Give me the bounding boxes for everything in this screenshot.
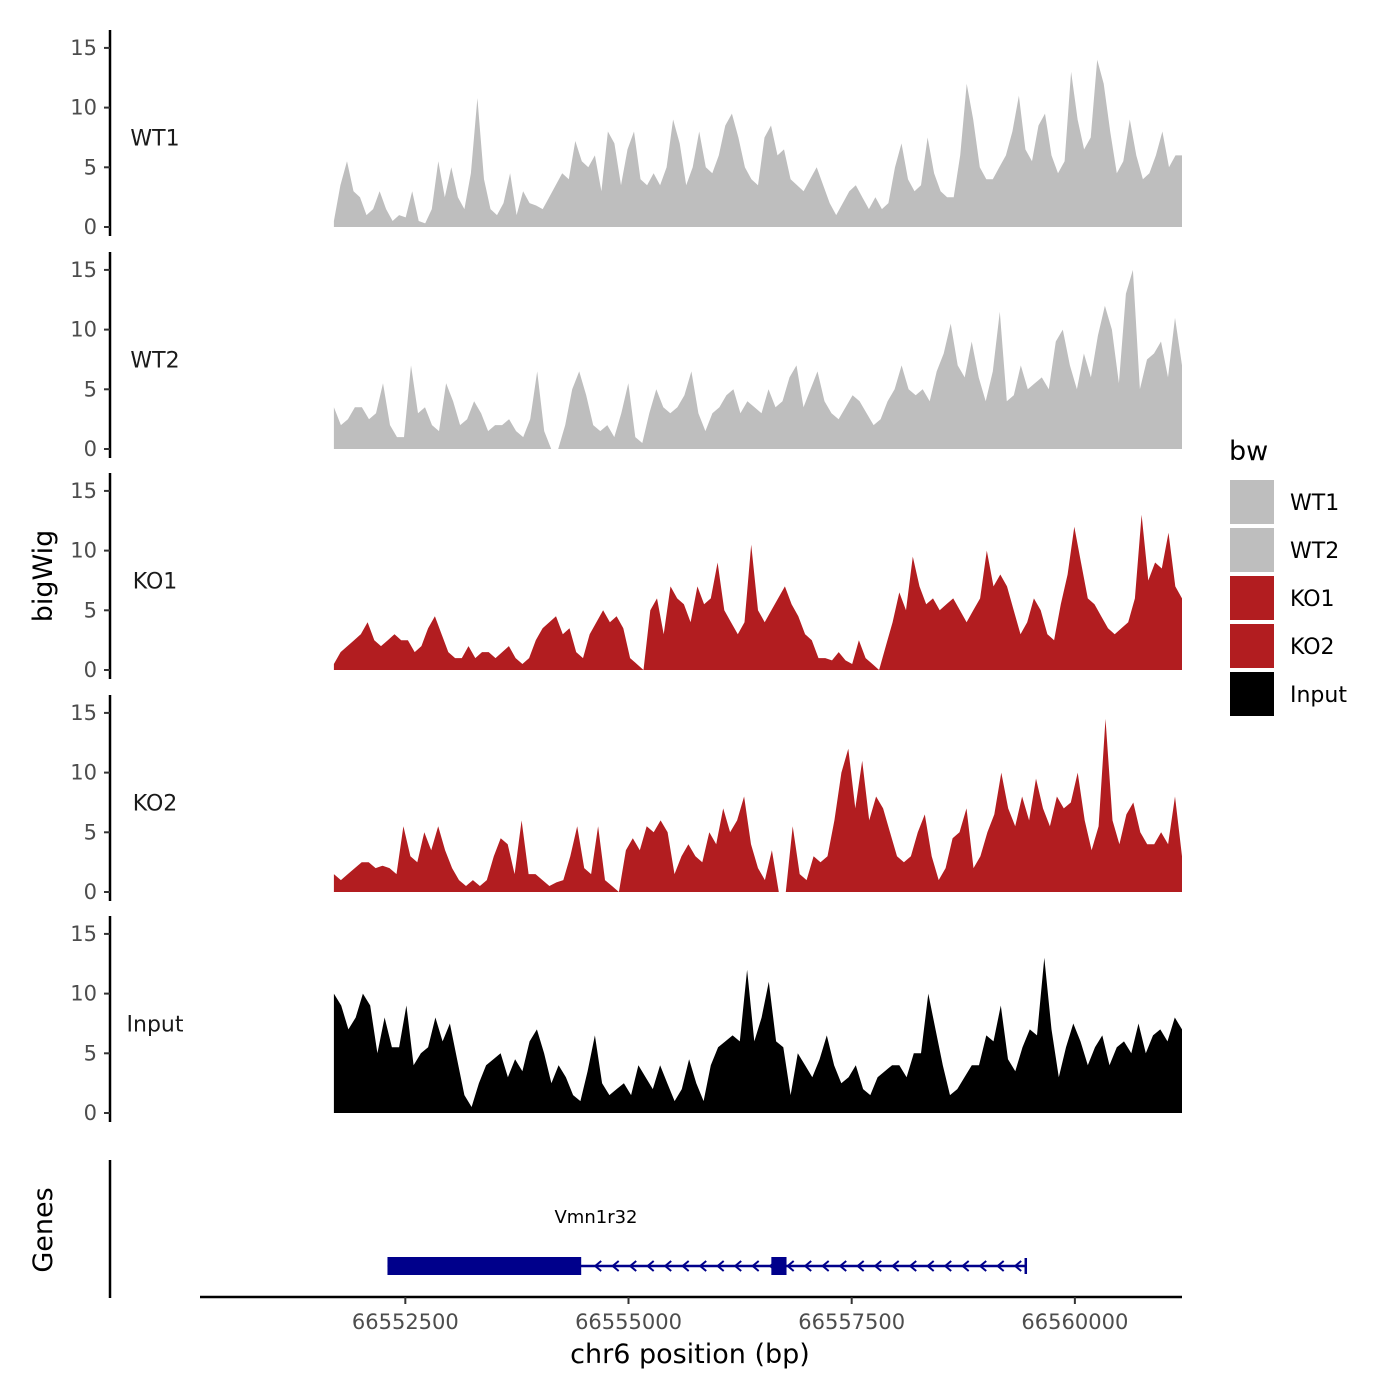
track-label: WT1 (130, 126, 179, 151)
genes-axis-title: Genes (28, 1187, 59, 1272)
y-tick-label: 5 (84, 377, 97, 401)
y-tick-label: 10 (70, 761, 97, 785)
y-tick-label: 0 (84, 880, 97, 904)
strand-arrow (733, 1260, 742, 1272)
x-tick-label: 66552500 (352, 1310, 459, 1334)
x-tick-label: 66557500 (798, 1310, 905, 1334)
track-label: Input (127, 1012, 184, 1037)
y-tick-label: 0 (84, 1101, 97, 1125)
strand-arrow (821, 1260, 830, 1272)
strand-arrow (786, 1260, 795, 1272)
strand-arrow (593, 1260, 602, 1272)
strand-arrow (926, 1260, 935, 1272)
strand-arrow (646, 1260, 655, 1272)
y-tick-label: 5 (84, 598, 97, 622)
y-tick-label: 10 (70, 318, 97, 342)
strand-arrow (803, 1260, 812, 1272)
x-axis-title: chr6 position (bp) (570, 1339, 810, 1370)
gene-name-label: Vmn1r32 (554, 1207, 637, 1228)
strand-arrow (873, 1260, 882, 1272)
strand-arrow (908, 1260, 917, 1272)
gene-exon (387, 1257, 582, 1275)
strand-arrow (611, 1260, 620, 1272)
strand-arrow (716, 1260, 725, 1272)
x-tick-label: 66560000 (1021, 1310, 1128, 1334)
y-tick-label: 10 (70, 539, 97, 563)
strand-arrow (978, 1260, 987, 1272)
track-wt1: 0 5 10 15 WT1 (70, 30, 1182, 239)
strand-arrow (891, 1260, 900, 1272)
legend-label-wt2: WT2 (1290, 539, 1339, 564)
strand-arrow (961, 1260, 970, 1272)
y-tick-label: 15 (70, 922, 97, 946)
legend-label-input: Input (1290, 683, 1347, 708)
track-input: 0 5 10 15 Input (70, 916, 1182, 1125)
y-tick-label: 0 (84, 437, 97, 461)
track-label: KO1 (133, 569, 178, 594)
x-tick-label: 66555000 (575, 1310, 682, 1334)
legend: WT1 WT2 KO1 KO2 Input (1230, 480, 1347, 716)
y-tick-label: 15 (70, 701, 97, 725)
y-tick-label: 10 (70, 982, 97, 1006)
strand-arrow (751, 1260, 760, 1272)
strand-arrow (996, 1260, 1005, 1272)
y-tick-label: 15 (70, 258, 97, 282)
strand-arrow (856, 1260, 865, 1272)
y-tick-label: 15 (70, 36, 97, 60)
track-label: WT2 (130, 348, 179, 373)
area-wt1 (333, 59, 1182, 227)
x-axis: 66552500 66555000 66557500 66560000 (200, 1295, 1182, 1334)
strand-arrow (838, 1260, 847, 1272)
legend-swatch-input (1230, 672, 1274, 716)
area-input (333, 957, 1182, 1113)
legend-label-ko1: KO1 (1290, 587, 1335, 612)
legend-swatch-ko1 (1230, 576, 1274, 620)
legend-label-wt1: WT1 (1290, 491, 1339, 516)
y-tick-label: 0 (84, 215, 97, 239)
area-wt2 (333, 269, 1182, 449)
y-tick-label: 10 (70, 96, 97, 120)
area-ko1 (333, 514, 1182, 670)
y-tick-label: 5 (84, 820, 97, 844)
gene-exon (771, 1257, 787, 1275)
gene-track: Vmn1r32 (108, 1160, 1028, 1298)
area-ko2 (333, 718, 1182, 892)
legend-swatch-wt1 (1230, 480, 1274, 524)
strand-arrow (628, 1260, 637, 1272)
track-label: KO2 (133, 791, 178, 816)
y-tick-label: 0 (84, 658, 97, 682)
track-ko2: 0 5 10 15 KO2 (70, 695, 1182, 904)
strand-arrow (698, 1260, 707, 1272)
track-wt2: 0 5 10 15 WT2 (70, 252, 1182, 461)
strand-arrow (943, 1260, 952, 1272)
legend-swatch-wt2 (1230, 528, 1274, 572)
y-tick-label: 5 (84, 155, 97, 179)
y-axis-title: bigWig (28, 530, 59, 623)
legend-label-ko2: KO2 (1290, 635, 1335, 660)
y-tick-label: 15 (70, 479, 97, 503)
strand-arrow (1013, 1260, 1022, 1272)
legend-swatch-ko2 (1230, 624, 1274, 668)
track-ko1: 0 5 10 15 KO1 (70, 473, 1182, 682)
tracks: 0 5 10 15 WT1 0 5 10 15 WT2 0 5 10 15 KO1 0 5 10 15 KO2 0 5 10… (70, 30, 1182, 1125)
strand-arrow (663, 1260, 672, 1272)
y-tick-label: 5 (84, 1041, 97, 1065)
legend-title: bw (1229, 436, 1268, 467)
strand-arrow (681, 1260, 690, 1272)
